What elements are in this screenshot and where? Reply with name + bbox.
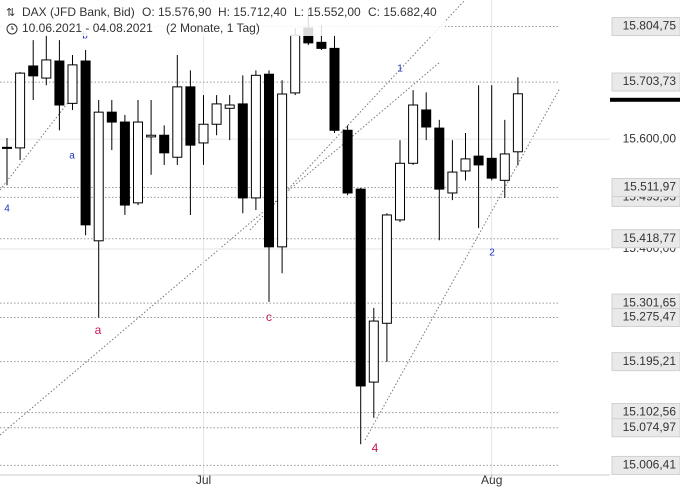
candle-body	[264, 73, 274, 248]
wave-label: 4	[4, 204, 10, 215]
date-range: 10.06.2021 - 04.08.2021	[22, 21, 153, 35]
trend-line	[0, 99, 71, 191]
candle-body	[381, 214, 392, 324]
candle-body	[28, 65, 39, 77]
level-label: 15.102,56	[623, 405, 677, 419]
candle-body	[119, 121, 130, 206]
ohlc-close: C: 15.682,40	[368, 5, 437, 19]
last-price-marker	[610, 97, 680, 102]
level-label: 15.301,65	[623, 295, 677, 309]
chart-icon: ⇅	[6, 7, 15, 19]
candle-body	[198, 123, 209, 144]
candle-body	[2, 146, 12, 149]
clock-icon	[6, 23, 18, 35]
trend-line	[364, 87, 561, 441]
ohlc-open: O: 15.576,90	[142, 5, 212, 19]
wave-label: 2	[489, 248, 495, 259]
date-span: (2 Monate, 1 Tag)	[166, 21, 260, 35]
candle-body	[460, 158, 471, 172]
wave-label: a	[95, 323, 102, 337]
trend-lines	[0, 0, 561, 441]
candle-body	[250, 74, 261, 199]
candle-body	[355, 188, 366, 387]
level-label-box	[611, 177, 680, 197]
candle-body	[473, 155, 484, 166]
level-label-box	[611, 455, 680, 475]
header-bg	[0, 2, 445, 36]
level-label-box	[611, 308, 680, 328]
wave-label: a	[69, 151, 75, 162]
level-label-box	[611, 17, 680, 37]
candle-body	[185, 86, 196, 146]
level-label: 15.275,47	[623, 310, 677, 324]
candle-body	[133, 121, 143, 204]
candle-body	[316, 41, 327, 49]
wave-label: 4	[372, 441, 379, 455]
level-label: 15.195,21	[623, 354, 677, 368]
candle-body	[172, 86, 183, 158]
candle-body	[290, 34, 301, 94]
candle-body	[54, 60, 65, 106]
clock-hand	[11, 26, 14, 30]
candle-body	[447, 171, 458, 194]
level-label: 15.804,75	[623, 19, 677, 33]
candle-body	[434, 127, 445, 190]
x-tick-label: Aug	[481, 473, 502, 487]
candle-body	[237, 103, 248, 199]
candle-body	[146, 134, 157, 138]
level-label-box	[611, 418, 680, 438]
plot	[0, 0, 610, 479]
level-label-box	[611, 352, 680, 372]
x-tick-label: Jul	[196, 473, 211, 487]
level-label: 15.418,77	[623, 231, 677, 245]
wave-label: b	[82, 31, 88, 42]
wave-label: c	[266, 310, 272, 324]
candle-body	[395, 162, 405, 221]
level-label: 15.703,73	[623, 74, 677, 88]
chart-title: DAX (JFD Bank, Bid)	[22, 5, 135, 19]
candle-body	[67, 64, 78, 104]
wave-label: 1	[397, 64, 403, 75]
candle-body	[342, 129, 353, 194]
candle-body	[499, 153, 510, 181]
ohlc-low: L: 15.552,00	[294, 5, 361, 19]
ohlc-high: H: 15.712,40	[218, 5, 287, 19]
level-label: 15.511,97	[624, 180, 677, 194]
candle-body	[368, 320, 379, 383]
candle-body	[93, 111, 104, 242]
candle-body	[421, 109, 432, 128]
candle-body	[159, 134, 170, 154]
level-label-box	[611, 229, 680, 249]
trend-line	[0, 61, 441, 436]
level-label: 15.006,41	[623, 458, 677, 472]
candle-body	[15, 72, 26, 149]
candle-body	[106, 111, 117, 123]
candle-body	[211, 103, 222, 125]
candle-body	[512, 93, 523, 153]
y-tick-label: 15.600,00	[623, 131, 677, 145]
candle-body	[408, 104, 419, 164]
candle-body	[329, 47, 340, 131]
candle-body	[224, 104, 235, 109]
candle-body	[80, 60, 91, 226]
header: ⇅ DAX (JFD Bank, Bid) O: 15.576,90 H: 15…	[0, 2, 445, 36]
level-label: 15.074,97	[623, 420, 677, 434]
candle-body	[277, 93, 288, 248]
level-label-box	[611, 72, 680, 92]
candle-body	[486, 157, 497, 179]
candle-body	[41, 59, 52, 79]
